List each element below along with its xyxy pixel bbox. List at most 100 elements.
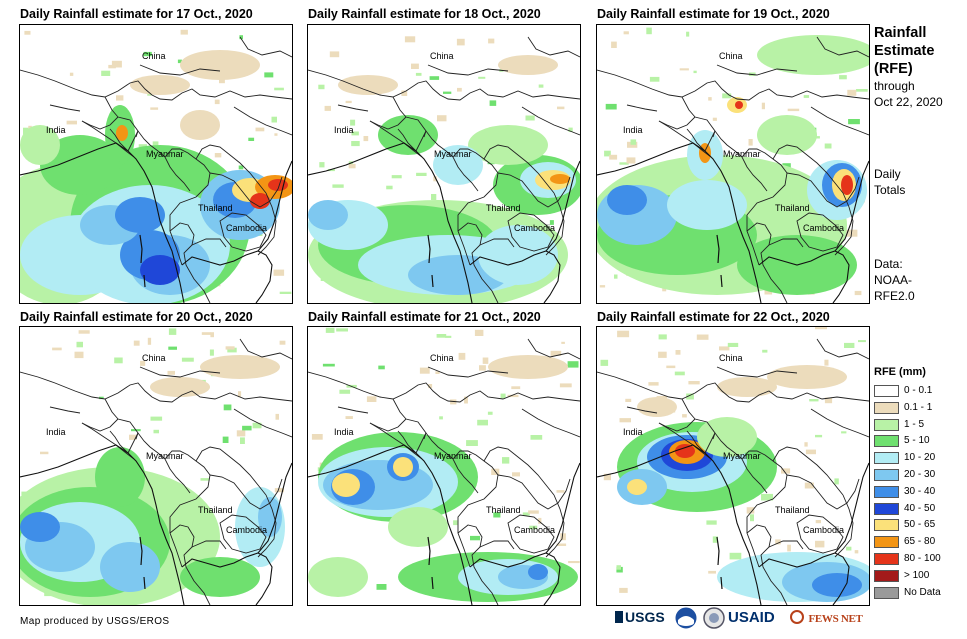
rain-speckle	[78, 330, 90, 334]
map-label-cambodia: Cambodia	[514, 525, 556, 535]
rain-speckle	[431, 194, 437, 200]
rain-speckle	[238, 165, 244, 170]
rain-speckle	[616, 565, 621, 570]
panel-title-5: Daily Rainfall estimate for 21 Oct., 202…	[308, 310, 541, 324]
sidebar-daily-line1: Daily	[874, 167, 901, 181]
admin-boundary	[427, 64, 509, 76]
legend-label: 20 - 30	[904, 468, 936, 480]
rain-speckle	[453, 520, 458, 526]
admin-boundary	[479, 540, 515, 550]
rain-cell	[140, 255, 180, 285]
rain-speckle	[74, 351, 84, 359]
rain-speckle	[712, 117, 717, 121]
admin-boundary	[658, 120, 712, 158]
rain-speckle	[604, 150, 611, 157]
admin-boundary	[658, 116, 696, 130]
admin-boundary	[810, 106, 869, 136]
sidebar-title-line2: Estimate	[874, 43, 935, 59]
rain-speckle	[252, 422, 262, 429]
admin-boundary	[195, 446, 267, 496]
rain-speckle	[787, 108, 800, 112]
rain-speckle	[445, 335, 452, 338]
rain-speckle	[210, 332, 214, 338]
rain-cell	[40, 135, 120, 195]
legend-swatch	[874, 452, 899, 465]
admin-boundary	[786, 474, 860, 510]
admin-boundary	[369, 422, 423, 460]
rain-speckle	[815, 434, 823, 438]
admin-boundary	[507, 514, 555, 554]
rain-cell	[20, 125, 60, 165]
rain-cell	[735, 101, 743, 109]
rain-speckle	[482, 357, 489, 364]
rain-speckle	[616, 566, 623, 573]
rainfall-map	[308, 36, 580, 303]
rain-cell	[478, 225, 558, 285]
rain-speckle	[688, 381, 700, 385]
map-label-india: India	[46, 125, 66, 135]
map-label-myanmar: Myanmar	[146, 149, 184, 159]
map-label-india: India	[623, 427, 643, 437]
admin-boundary	[746, 524, 788, 605]
rain-speckle	[351, 131, 359, 136]
rain-speckle	[391, 175, 402, 179]
rain-speckle	[525, 115, 535, 121]
rain-cell	[488, 355, 568, 379]
map-label-thailand: Thailand	[198, 505, 233, 515]
admin-boundary	[104, 398, 139, 440]
rain-speckle	[214, 153, 222, 158]
rain-speckle	[619, 418, 631, 423]
admin-boundary	[209, 172, 283, 208]
rain-speckle	[623, 31, 629, 35]
legend-swatch	[874, 401, 899, 414]
rain-speckle	[443, 91, 452, 94]
rain-speckle	[507, 394, 519, 398]
admin-boundary	[658, 422, 712, 460]
rain-cell	[627, 479, 647, 495]
rain-speckle	[846, 546, 852, 551]
rain-speckle	[101, 70, 111, 76]
map-label-india: India	[46, 427, 66, 437]
rain-speckle	[804, 482, 814, 489]
rain-cell	[393, 457, 413, 477]
rain-speckle	[512, 472, 520, 477]
admin-boundary	[772, 144, 844, 194]
admin-boundary	[49, 406, 81, 414]
rain-speckle	[181, 357, 194, 362]
andaman-islands	[427, 234, 434, 288]
rain-speckle	[238, 391, 242, 398]
rain-speckle	[556, 490, 565, 493]
rain-cell	[841, 175, 853, 195]
admin-boundary	[452, 450, 499, 568]
rain-speckle	[522, 512, 530, 516]
rain-speckle	[841, 431, 847, 434]
usgs-logo: USGS	[615, 609, 665, 625]
rain-speckle	[143, 51, 152, 57]
rain-speckle	[746, 507, 755, 514]
admin-boundary	[397, 128, 417, 152]
admin-boundary	[746, 222, 788, 303]
rain-speckle	[803, 95, 810, 98]
rain-speckle	[456, 38, 465, 46]
rain-speckle	[264, 72, 274, 78]
legend-label: 30 - 40	[904, 485, 936, 497]
rain-speckle	[153, 429, 159, 434]
rain-speckle	[435, 371, 440, 374]
admin-boundary	[597, 371, 869, 403]
rain-cell	[250, 193, 270, 209]
rain-speckle	[815, 327, 827, 330]
coastline	[20, 142, 185, 303]
rain-speckle	[848, 119, 860, 125]
rain-speckle	[682, 414, 687, 418]
sidebar-data-line3: RFE2.0	[874, 289, 915, 303]
rain-speckle	[493, 512, 501, 518]
coastline	[597, 142, 762, 303]
rain-speckle	[500, 393, 506, 399]
rain-speckle	[99, 396, 104, 400]
rain-cell	[528, 564, 548, 580]
rain-cell	[115, 197, 165, 233]
map-panel-4: China India Myanmar Thailand Cambodia	[19, 326, 293, 606]
rain-speckle	[457, 87, 462, 92]
map-label-thailand: Thailand	[486, 505, 521, 515]
legend-label: > 100	[904, 569, 930, 581]
